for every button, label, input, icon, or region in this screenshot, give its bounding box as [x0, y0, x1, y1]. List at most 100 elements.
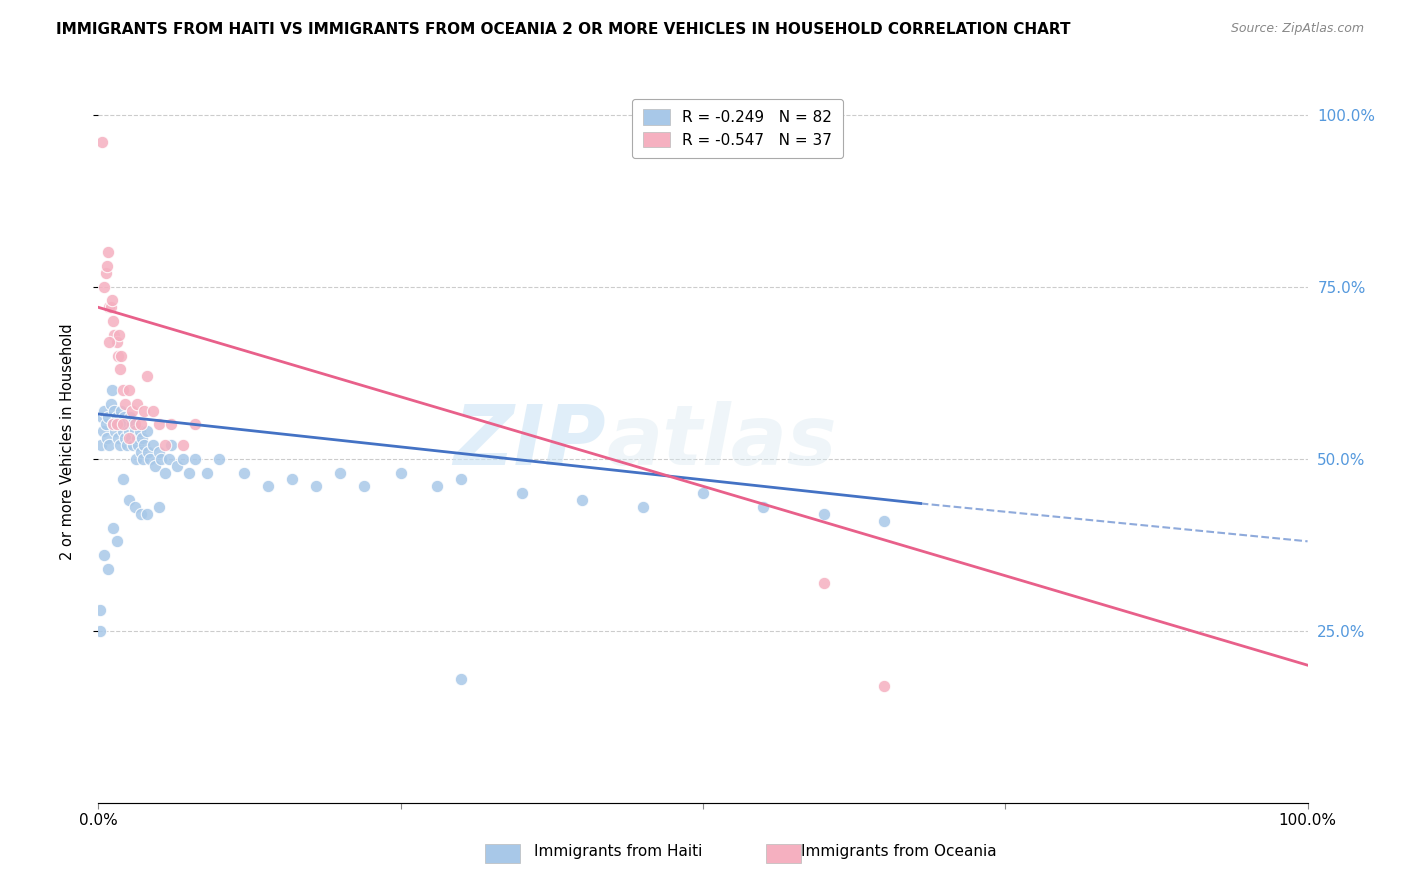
- Point: [135, 369, 157, 384]
- Point: [108, 362, 131, 376]
- Point: [139, 451, 162, 466]
- Point: [118, 431, 141, 445]
- Point: [91, 424, 114, 438]
- Point: [118, 410, 141, 425]
- Point: [121, 417, 143, 432]
- Point: [692, 486, 714, 500]
- Point: [108, 438, 131, 452]
- Point: [103, 403, 125, 417]
- Point: [90, 438, 112, 452]
- Point: [450, 472, 472, 486]
- Point: [111, 472, 134, 486]
- Text: ZIP: ZIP: [454, 401, 606, 482]
- Point: [100, 397, 122, 411]
- Point: [93, 279, 115, 293]
- Point: [118, 383, 141, 397]
- Point: [107, 349, 129, 363]
- Point: [172, 451, 194, 466]
- Point: [103, 327, 125, 342]
- Point: [129, 445, 152, 459]
- Point: [134, 438, 156, 452]
- Point: [127, 431, 149, 445]
- Point: [195, 466, 218, 480]
- Point: [813, 575, 835, 590]
- Point: [125, 451, 148, 466]
- Point: [150, 451, 173, 466]
- Point: [101, 417, 124, 432]
- Point: [136, 445, 159, 459]
- Point: [91, 410, 114, 425]
- Point: [121, 403, 143, 417]
- Point: [89, 603, 111, 617]
- Point: [122, 438, 145, 452]
- Point: [160, 417, 183, 432]
- Point: [752, 500, 775, 514]
- Point: [873, 514, 896, 528]
- Point: [305, 479, 328, 493]
- Point: [97, 245, 120, 260]
- Point: [389, 466, 412, 480]
- Point: [114, 431, 136, 445]
- Point: [135, 507, 157, 521]
- Point: [101, 417, 124, 432]
- Point: [108, 417, 131, 432]
- Point: [281, 472, 304, 486]
- Point: [353, 479, 375, 493]
- Point: [127, 397, 149, 411]
- Point: [124, 500, 146, 514]
- Y-axis label: 2 or more Vehicles in Household: 2 or more Vehicles in Household: [60, 323, 75, 560]
- Point: [98, 301, 121, 315]
- Point: [105, 334, 128, 349]
- Point: [510, 486, 533, 500]
- Point: [120, 431, 142, 445]
- Point: [232, 466, 254, 480]
- Point: [873, 679, 896, 693]
- Point: [184, 417, 207, 432]
- Point: [128, 424, 150, 438]
- Point: [118, 424, 141, 438]
- Point: [131, 431, 153, 445]
- Text: Source: ZipAtlas.com: Source: ZipAtlas.com: [1230, 22, 1364, 36]
- Point: [100, 301, 122, 315]
- Point: [89, 624, 111, 638]
- Point: [256, 479, 278, 493]
- Point: [142, 403, 165, 417]
- Text: Immigrants from Haiti: Immigrants from Haiti: [534, 845, 703, 859]
- Point: [96, 259, 118, 273]
- Point: [100, 293, 122, 308]
- Point: [91, 135, 114, 149]
- Text: atlas: atlas: [606, 401, 837, 482]
- Text: IMMIGRANTS FROM HAITI VS IMMIGRANTS FROM OCEANIA 2 OR MORE VEHICLES IN HOUSEHOLD: IMMIGRANTS FROM HAITI VS IMMIGRANTS FROM…: [56, 22, 1071, 37]
- Point: [97, 562, 120, 576]
- Point: [179, 466, 201, 480]
- Point: [124, 417, 146, 432]
- Point: [813, 507, 835, 521]
- Point: [135, 424, 157, 438]
- Point: [96, 431, 118, 445]
- Point: [112, 410, 135, 425]
- Text: Immigrants from Oceania: Immigrants from Oceania: [801, 845, 997, 859]
- Point: [111, 417, 134, 432]
- Point: [184, 451, 207, 466]
- Point: [631, 500, 654, 514]
- Point: [160, 438, 183, 452]
- Point: [111, 424, 134, 438]
- Point: [114, 397, 136, 411]
- Point: [104, 424, 127, 438]
- Point: [115, 417, 138, 432]
- Point: [105, 534, 128, 549]
- Point: [98, 438, 121, 452]
- Point: [105, 417, 128, 432]
- Point: [129, 507, 152, 521]
- Point: [93, 548, 115, 562]
- Point: [172, 438, 194, 452]
- Point: [450, 672, 472, 686]
- Point: [93, 403, 115, 417]
- Point: [97, 410, 120, 425]
- Point: [110, 349, 132, 363]
- Point: [571, 493, 593, 508]
- Point: [110, 403, 132, 417]
- Point: [94, 266, 117, 280]
- Point: [101, 314, 124, 328]
- Point: [100, 383, 122, 397]
